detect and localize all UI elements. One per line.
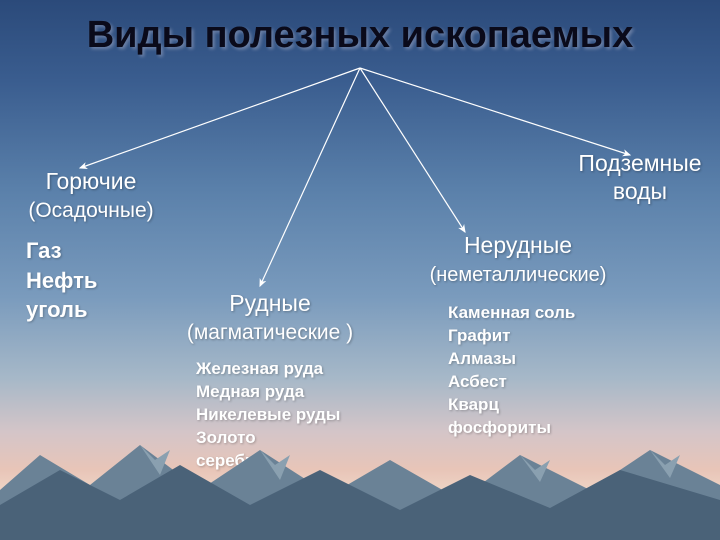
category-ore-line2: (магматические ) — [187, 321, 353, 344]
category-nonmetallic-line1: Нерудные — [464, 232, 572, 258]
category-nonmetallic: Нерудные (неметаллические) — [388, 232, 648, 287]
category-combustible-line2: (Осадочные) — [28, 199, 153, 222]
category-groundwater: Подземные воды — [560, 150, 720, 205]
category-ore: Рудные (магматические ) — [150, 290, 390, 345]
category-groundwater-line2: воды — [613, 178, 667, 204]
examples-nonmetallic: Каменная сольГрафитАлмазыАсбестКварцфосф… — [448, 302, 575, 440]
mountains-decoration — [0, 420, 720, 540]
slide-title: Виды полезных ископаемых — [0, 14, 720, 57]
examples-combustible: ГазНефтьуголь — [26, 236, 97, 325]
category-combustible-line1: Горючие — [46, 168, 137, 194]
category-ore-line1: Рудные — [229, 290, 311, 316]
slide-root: Виды полезных ископаемых Горючие (Осадоч… — [0, 0, 720, 540]
category-nonmetallic-line2: (неметаллические) — [430, 264, 607, 286]
category-combustible: Горючие (Осадочные) — [6, 168, 176, 223]
category-groundwater-line1: Подземные — [578, 150, 701, 176]
